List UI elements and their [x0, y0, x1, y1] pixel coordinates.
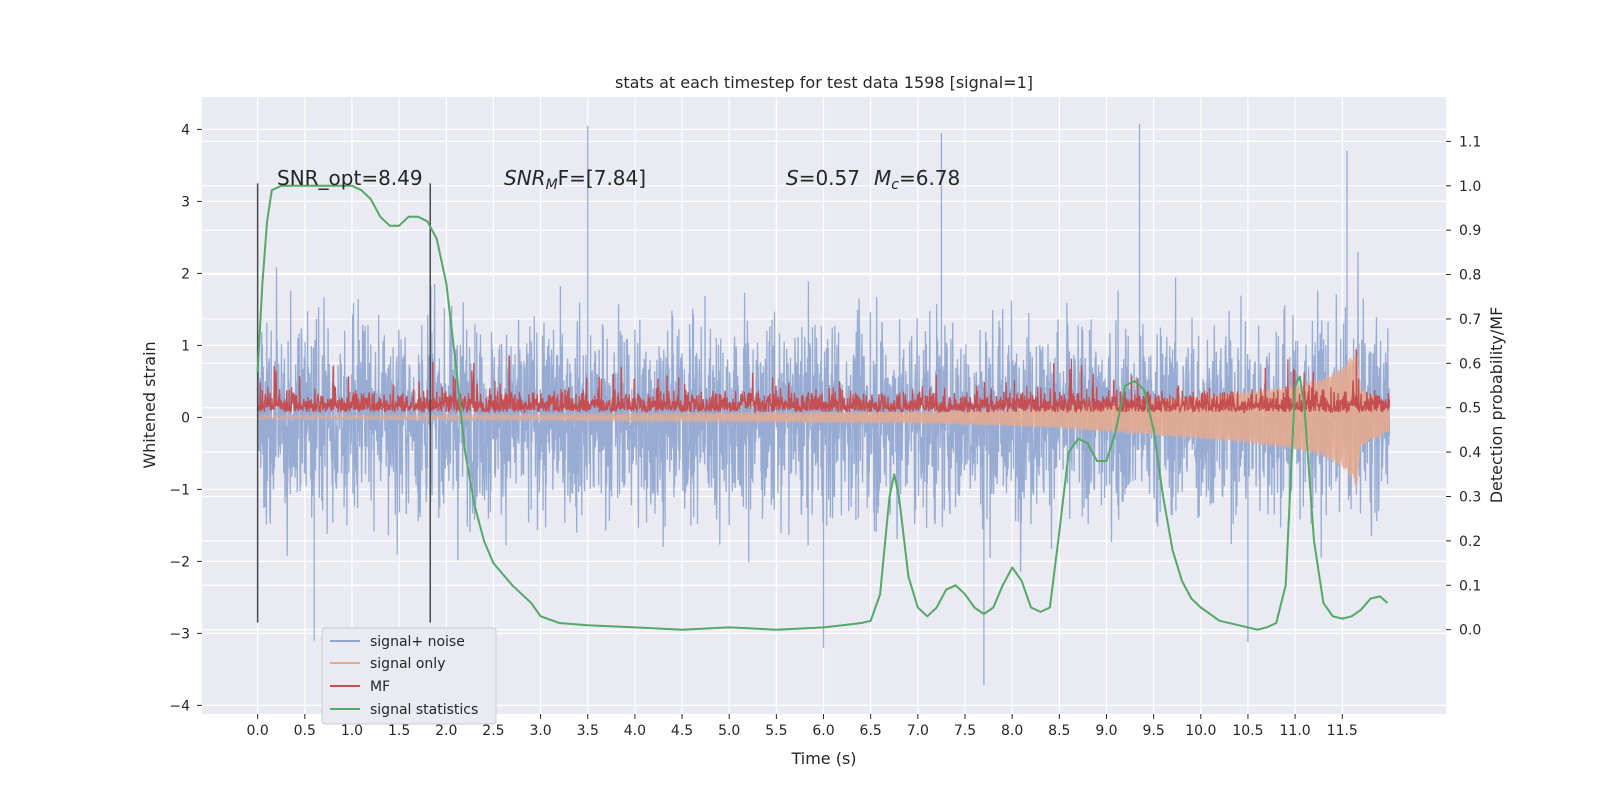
snr-mf-main: SNR: [504, 166, 546, 190]
x-tick-label: 3.0: [529, 723, 551, 739]
y-tick-label: 2: [181, 266, 190, 282]
y2-tick-label: 0.9: [1459, 223, 1481, 239]
x-tick-label: 9.5: [1142, 723, 1164, 739]
x-tick-label: 10.5: [1232, 723, 1263, 739]
legend: signal+ noise signal only MF signal stat…: [321, 627, 497, 725]
x-tick-label: 4.0: [624, 723, 646, 739]
y2-tick-label: 0.3: [1459, 489, 1481, 505]
s-value: =0.57: [799, 166, 860, 190]
y-tick-label: −1: [169, 482, 190, 498]
y-tick-label: −2: [169, 554, 190, 570]
x-tick-label: 10.0: [1185, 723, 1216, 739]
y2-tick-label: 1.1: [1459, 134, 1481, 150]
axes: 0.0 0.5 1.0 1.5 2.0 2.5 3.0 3.5 4.0 4.5 5.0 5.5 6.0 6…: [169, 122, 1481, 739]
y-axis-label: Whitened strain: [140, 341, 159, 468]
y2-tick-label: 0.8: [1459, 268, 1481, 284]
chart-title: stats at each timestep for test data 159…: [615, 73, 1033, 92]
x-tick-label: 6.5: [860, 723, 882, 739]
y2-tick-label: 1.0: [1459, 179, 1481, 195]
series-mf: [256, 350, 1391, 415]
x-tick-label: 1.0: [341, 723, 363, 739]
snr-mf-sub: M: [546, 177, 558, 193]
y-tick-label: 3: [181, 194, 190, 210]
legend-box: [321, 627, 497, 725]
y-tick-label: 0: [181, 410, 190, 426]
annotation-snr-mf: SNRMF=[7.84]: [504, 166, 646, 193]
legend-label-mf: MF: [370, 679, 390, 695]
y2-tick-label: 0.5: [1459, 401, 1481, 417]
x-tick-label: 8.5: [1048, 723, 1070, 739]
x-tick-label: 7.5: [954, 723, 976, 739]
mc-value: =6.78: [899, 166, 960, 190]
x-tick-label: 7.0: [907, 723, 929, 739]
y2-tick-label: 0.6: [1459, 356, 1481, 372]
x-tick-label: 5.0: [718, 723, 740, 739]
s-symbol: S: [786, 166, 799, 190]
x-tick-label: 9.0: [1095, 723, 1117, 739]
annotation-s-mc: S=0.57 Mc=6.78: [786, 166, 960, 193]
legend-label-signal-noise: signal+ noise: [370, 634, 465, 650]
x-tick-label: 11.0: [1280, 723, 1311, 739]
x-tick-label: 8.0: [1001, 723, 1023, 739]
legend-label-signal-only: signal only: [370, 656, 445, 672]
x-tick-label: 11.5: [1327, 723, 1358, 739]
x-tick-label: 1.5: [388, 723, 410, 739]
x-axis-label: Time (s): [790, 749, 856, 768]
y-tick-label: 4: [181, 122, 190, 138]
plot-content: [256, 123, 1391, 686]
y2-axis-label: Detection probability/MF: [1487, 307, 1506, 504]
annotation-snr-opt: SNR_opt=8.49: [277, 166, 423, 190]
x-tick-label: 4.5: [671, 723, 693, 739]
x-tick-label: 6.0: [812, 723, 834, 739]
x-tick-label: 2.5: [482, 723, 504, 739]
y2-tick-label: 0.2: [1459, 534, 1481, 550]
series-signal-noise: [256, 123, 1391, 686]
y-tick-label: −4: [169, 698, 190, 714]
mc-subscript: c: [891, 177, 899, 193]
y2-tick-label: 0.7: [1459, 312, 1481, 328]
y2-tick-label: 0.4: [1459, 445, 1481, 461]
x-tick-label: 0.5: [294, 723, 316, 739]
x-tick-label: 2.0: [435, 723, 457, 739]
legend-label-signal-statistics: signal statistics: [370, 702, 478, 718]
y2-tick-label: 0.1: [1459, 578, 1481, 594]
x-tick-label: 5.5: [765, 723, 787, 739]
y2-tick-label: 0.0: [1459, 623, 1481, 639]
snr-mf-rest: F=[7.84]: [558, 166, 646, 190]
y-tick-label: 1: [181, 338, 190, 354]
series-signal-only: [257, 347, 1390, 489]
x-tick-label: 3.5: [577, 723, 599, 739]
series-signal-statistics: [256, 184, 1389, 631]
y-tick-label: −3: [169, 626, 190, 642]
x-tick-label: 0.0: [247, 723, 269, 739]
mc-symbol: M: [874, 166, 891, 190]
